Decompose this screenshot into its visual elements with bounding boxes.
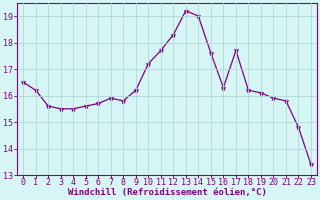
X-axis label: Windchill (Refroidissement éolien,°C): Windchill (Refroidissement éolien,°C) <box>68 188 267 197</box>
